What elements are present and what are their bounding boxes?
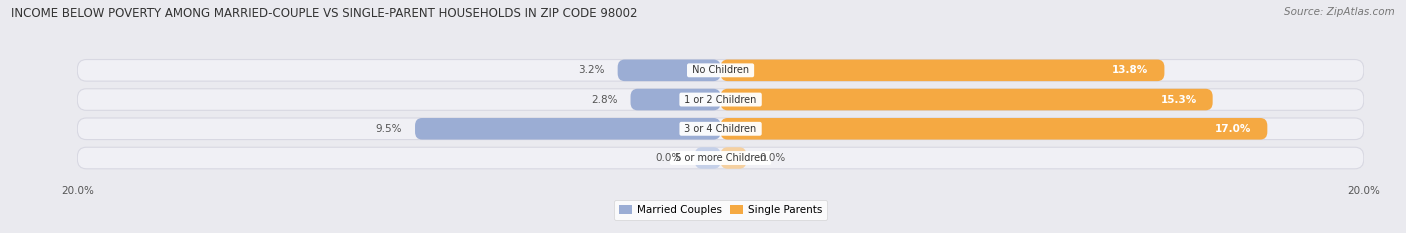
Text: 0.0%: 0.0% — [759, 153, 786, 163]
Text: No Children: No Children — [689, 65, 752, 75]
Legend: Married Couples, Single Parents: Married Couples, Single Parents — [614, 200, 827, 220]
FancyBboxPatch shape — [415, 118, 721, 140]
FancyBboxPatch shape — [721, 89, 1212, 110]
FancyBboxPatch shape — [721, 147, 747, 169]
FancyBboxPatch shape — [695, 147, 721, 169]
Text: 1 or 2 Children: 1 or 2 Children — [682, 95, 759, 105]
FancyBboxPatch shape — [77, 147, 1364, 169]
FancyBboxPatch shape — [77, 118, 1364, 140]
FancyBboxPatch shape — [721, 60, 1164, 81]
Text: Source: ZipAtlas.com: Source: ZipAtlas.com — [1284, 7, 1395, 17]
Text: 3.2%: 3.2% — [578, 65, 605, 75]
Text: 13.8%: 13.8% — [1112, 65, 1149, 75]
Text: 15.3%: 15.3% — [1160, 95, 1197, 105]
Text: 0.0%: 0.0% — [655, 153, 682, 163]
Text: 3 or 4 Children: 3 or 4 Children — [682, 124, 759, 134]
Text: 9.5%: 9.5% — [375, 124, 402, 134]
FancyBboxPatch shape — [617, 60, 721, 81]
FancyBboxPatch shape — [77, 89, 1364, 110]
Text: 17.0%: 17.0% — [1215, 124, 1251, 134]
Text: 2.8%: 2.8% — [591, 95, 617, 105]
FancyBboxPatch shape — [630, 89, 721, 110]
Text: 5 or more Children: 5 or more Children — [672, 153, 769, 163]
Text: INCOME BELOW POVERTY AMONG MARRIED-COUPLE VS SINGLE-PARENT HOUSEHOLDS IN ZIP COD: INCOME BELOW POVERTY AMONG MARRIED-COUPL… — [11, 7, 638, 20]
FancyBboxPatch shape — [77, 60, 1364, 81]
FancyBboxPatch shape — [721, 118, 1267, 140]
